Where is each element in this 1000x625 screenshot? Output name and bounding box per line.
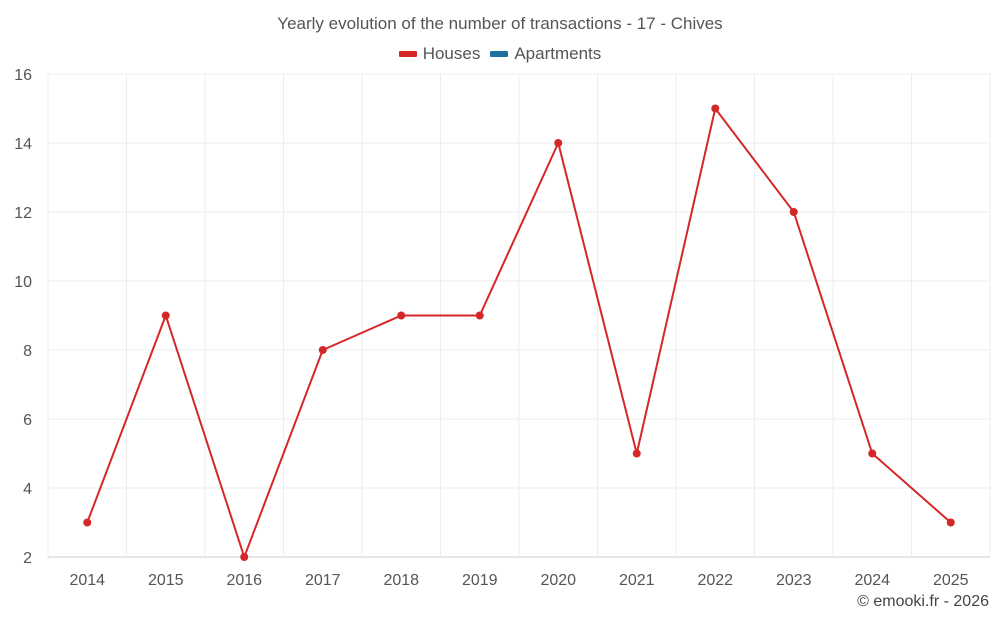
x-tick-label: 2016 xyxy=(226,572,262,589)
data-point-houses[interactable] xyxy=(161,311,170,320)
y-tick-label: 16 xyxy=(14,67,32,84)
y-tick-label: 2 xyxy=(23,550,32,567)
x-tick-label: 2022 xyxy=(697,572,733,589)
x-tick-label: 2023 xyxy=(776,572,812,589)
data-point-houses[interactable] xyxy=(475,311,484,320)
x-axis: 2014 2015 2016 2017 2018 2019 2020 2021 2022 2023… xyxy=(69,572,968,589)
data-point-houses[interactable] xyxy=(83,518,92,527)
y-axis: 2 4 6 8 10 12 14 16 xyxy=(14,67,32,567)
data-point-houses[interactable] xyxy=(868,449,877,458)
y-tick-label: 8 xyxy=(23,343,32,360)
series-line-houses xyxy=(86,107,952,558)
x-tick-label: 2020 xyxy=(540,572,576,589)
credit-text: © emooki.fr - 2026 xyxy=(857,593,989,610)
legend-label-apartments: Apartments xyxy=(514,44,602,63)
grid xyxy=(47,73,991,558)
data-point-houses[interactable] xyxy=(397,311,406,320)
y-tick-label: 14 xyxy=(14,136,32,153)
x-tick-label: 2015 xyxy=(148,572,184,589)
legend: Houses Apartments xyxy=(0,44,1000,64)
legend-swatch-apartments xyxy=(490,51,509,57)
chart-title: Yearly evolution of the number of transa… xyxy=(277,14,723,33)
series-layer xyxy=(83,104,955,561)
y-tick-label: 6 xyxy=(23,412,32,429)
x-tick-label: 2019 xyxy=(462,572,498,589)
y-tick-label: 4 xyxy=(23,481,32,498)
x-tick-label: 2024 xyxy=(854,572,890,589)
x-tick-label: 2021 xyxy=(619,572,655,589)
data-point-houses[interactable] xyxy=(240,553,249,561)
legend-item-apartments[interactable]: Apartments xyxy=(490,44,601,64)
data-point-houses[interactable] xyxy=(318,346,327,354)
data-point-houses[interactable] xyxy=(711,104,720,113)
legend-item-houses[interactable]: Houses xyxy=(398,44,481,64)
data-point-houses[interactable] xyxy=(554,139,563,147)
x-tick-label: 2014 xyxy=(69,572,105,589)
data-point-houses[interactable] xyxy=(789,208,798,216)
y-tick-label: 10 xyxy=(14,274,32,291)
data-point-houses[interactable] xyxy=(946,518,955,527)
data-point-houses[interactable] xyxy=(632,449,641,458)
legend-swatch-houses xyxy=(398,51,417,57)
y-tick-label: 12 xyxy=(14,205,32,222)
x-tick-label: 2018 xyxy=(383,572,419,589)
legend-label-houses: Houses xyxy=(422,44,481,63)
x-tick-label: 2025 xyxy=(933,572,969,589)
x-tick-label: 2017 xyxy=(305,572,341,589)
